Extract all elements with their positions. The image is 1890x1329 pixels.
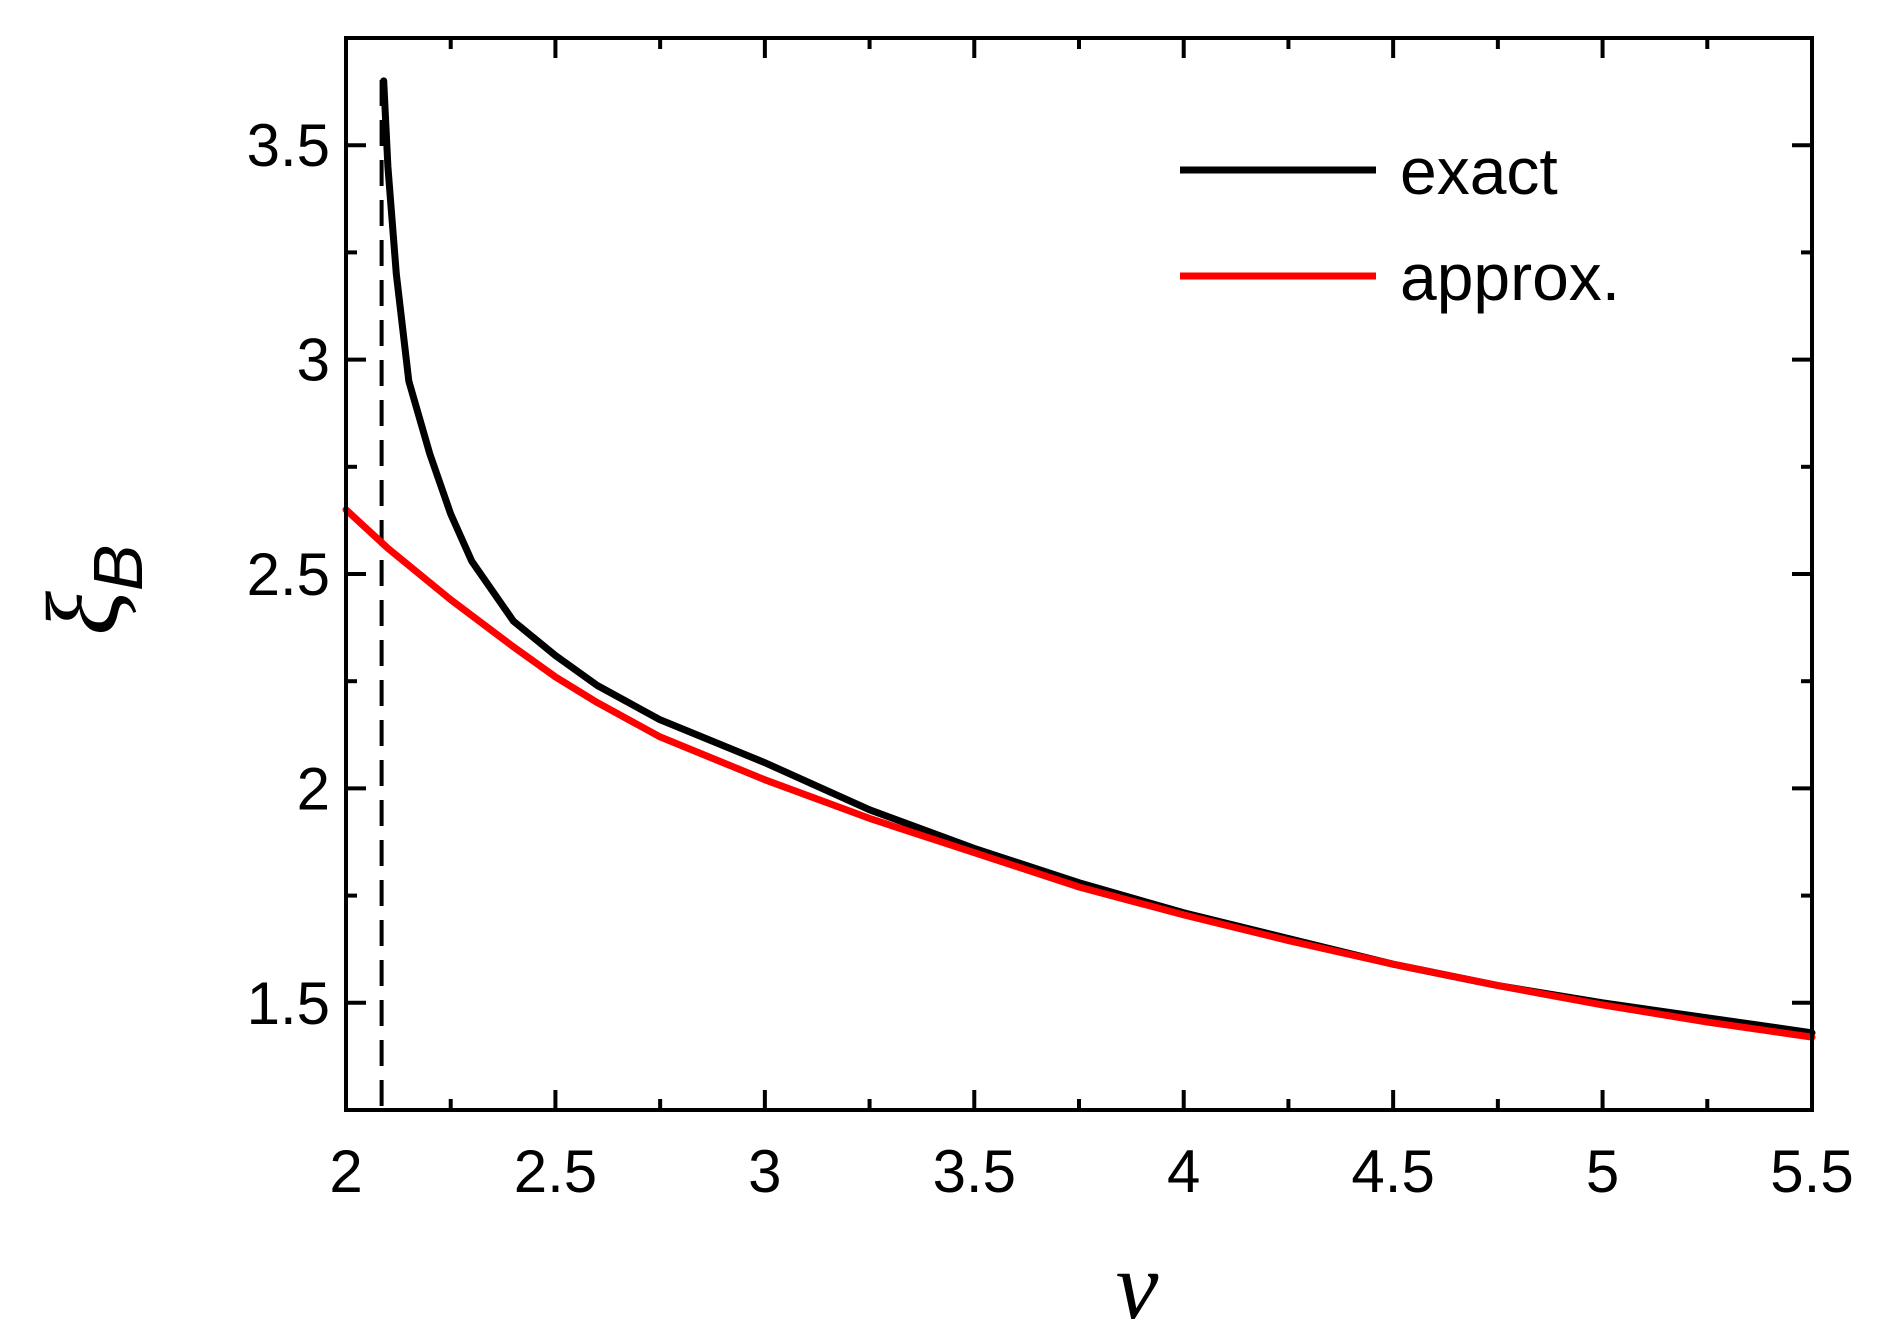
x-tick-label: 5.5	[1770, 1138, 1853, 1205]
y-axis-title: ξB	[26, 544, 157, 635]
x-axis-title: ν	[1116, 1232, 1159, 1329]
legend-label-exact: exact	[1400, 134, 1558, 208]
y-axis-title-subscript: B	[79, 544, 157, 591]
x-tick-label: 3	[748, 1138, 781, 1205]
ticks: 2 2.5 3 3.5 4 4.5 5 5.5 1.5 2 2.5 3 3.5	[247, 36, 1854, 1205]
legend: exact approx.	[1180, 134, 1620, 314]
y-tick-label: 2.5	[247, 541, 330, 608]
y-tick-label: 3	[297, 327, 330, 394]
axes-border	[344, 36, 1814, 1112]
x-tick-label: 4	[1167, 1138, 1200, 1205]
y-axis-title-symbol: ξ	[26, 591, 141, 636]
x-tick-label: 3.5	[933, 1138, 1016, 1205]
x-tick-label: 2.5	[514, 1138, 597, 1205]
series-group	[342, 77, 1816, 1041]
series-line-approx	[342, 506, 1816, 1041]
svg-text:ξB: ξB	[26, 544, 157, 635]
axes-frame	[344, 36, 1814, 1112]
legend-label-approx: approx.	[1400, 240, 1620, 314]
x-tick-label: 4.5	[1351, 1138, 1434, 1205]
y-tick-label: 2	[297, 755, 330, 822]
x-tick-label: 5	[1586, 1138, 1619, 1205]
x-tick-label: 2	[329, 1138, 362, 1205]
y-tick-label: 1.5	[247, 970, 330, 1037]
y-tick-label: 3.5	[247, 112, 330, 179]
axis-titles: ν ξB	[26, 544, 1159, 1329]
